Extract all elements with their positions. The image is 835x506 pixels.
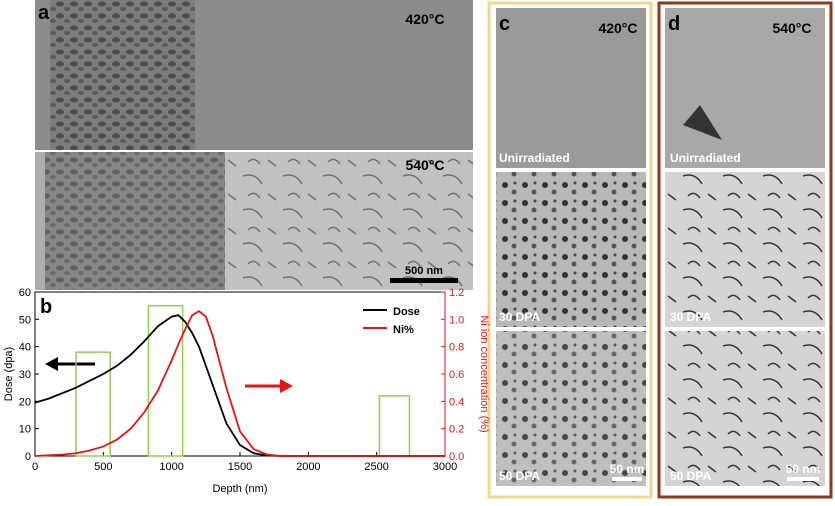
scale-bar xyxy=(787,477,819,481)
y2-tick-label: 1.2 xyxy=(449,287,464,299)
x-tick-label: 0 xyxy=(32,461,38,473)
dislocations xyxy=(225,152,473,290)
y-tick-label: 10 xyxy=(19,424,31,436)
series-line xyxy=(34,310,445,457)
image-label: 50 DPA xyxy=(499,469,540,483)
panel-label: b xyxy=(40,296,52,318)
y-axis-label: Dose (dpa) xyxy=(3,347,15,401)
scale-label: 500 nm xyxy=(405,265,443,277)
scale-label: 50 nm xyxy=(786,462,821,476)
highlight-region xyxy=(147,304,184,457)
panel-c: c 420°C Unirradiated 30 DPA 50 DPA 50 nm xyxy=(487,1,653,499)
scale-bar xyxy=(612,477,642,481)
scale-label: 50 nm xyxy=(610,462,645,476)
image-label: Unirradiated xyxy=(499,151,570,165)
x-tick-label: 2500 xyxy=(364,461,388,473)
temperature: 420°C xyxy=(598,20,637,36)
y2-tick-label: 0.0 xyxy=(449,451,464,463)
x-tick-label: 500 xyxy=(94,461,112,473)
panel-label: d xyxy=(668,13,680,35)
y2-tick-label: 0.6 xyxy=(449,369,464,381)
panel-label: c xyxy=(499,13,510,35)
damage-zone xyxy=(45,152,225,290)
legend-label: Dose xyxy=(393,306,420,318)
temperature: 540°C xyxy=(405,157,444,173)
y2-tick-label: 0.4 xyxy=(449,396,464,408)
micrograph xyxy=(496,8,646,168)
arrowhead xyxy=(280,379,293,393)
image-label: 30 DPA xyxy=(670,310,711,324)
y-tick-label: 30 xyxy=(19,369,31,381)
frame xyxy=(657,1,833,499)
x-tick-label: 3000 xyxy=(433,461,457,473)
y2-tick-label: 0.8 xyxy=(449,342,464,354)
y-tick-label: 40 xyxy=(19,342,31,354)
y2-axis-label: Ni ion concentration (%) xyxy=(478,315,490,432)
y-tick-label: 50 xyxy=(19,314,31,326)
panel-label: a xyxy=(38,2,50,24)
panel-d: d 540°C Unirradiated 30 DPA 50 DPA 50 nm xyxy=(657,1,833,499)
panel-a: a 420°C 540°C 500 nm xyxy=(35,0,473,290)
y-tick-label: 20 xyxy=(19,396,31,408)
frame xyxy=(487,1,653,499)
defect xyxy=(683,105,722,140)
micrograph xyxy=(665,331,825,486)
image-label: 30 DPA xyxy=(499,310,540,324)
arrowhead xyxy=(45,357,58,371)
scale-bar xyxy=(390,278,458,283)
highlight-region xyxy=(75,351,111,457)
x-tick-label: 1000 xyxy=(159,461,183,473)
legend-label: Ni% xyxy=(393,324,414,336)
micrograph xyxy=(665,172,825,327)
panel-b: b 0 500 1000 1500 2000 2500 3000 0 10 20 30 40 50 60 0… xyxy=(3,287,490,495)
damage-zone xyxy=(50,0,195,150)
series-line xyxy=(34,314,445,457)
highlight-region xyxy=(378,395,411,457)
image-label: 50 DPA xyxy=(670,469,711,483)
image-label: Unirradiated xyxy=(670,151,741,165)
micrograph xyxy=(496,331,646,486)
micrograph xyxy=(496,172,646,327)
temperature: 540°C xyxy=(772,20,811,36)
y2-tick-label: 0.2 xyxy=(449,424,464,436)
x-tick-label: 2000 xyxy=(296,461,320,473)
micrograph xyxy=(665,8,825,168)
y-tick-label: 0 xyxy=(25,451,31,463)
x-tick-label: 1500 xyxy=(228,461,252,473)
y-tick-label: 60 xyxy=(19,287,31,299)
temperature: 420°C xyxy=(405,11,444,27)
x-axis-label: Depth (nm) xyxy=(212,483,267,495)
y2-tick-label: 1.0 xyxy=(449,314,464,326)
